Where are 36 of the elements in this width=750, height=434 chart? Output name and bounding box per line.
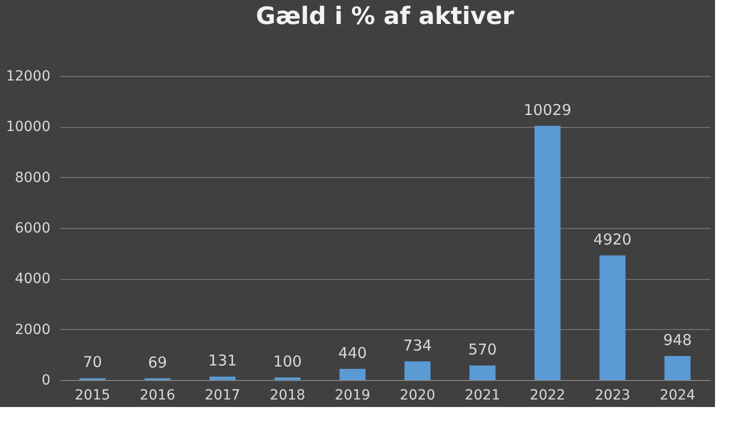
chart-title: Gæld i % af aktiver [256, 2, 514, 30]
data-label: 10029 [524, 100, 572, 119]
y-tick-label: 4000 [14, 271, 50, 288]
data-label: 100 [273, 352, 302, 370]
data-label: 131 [208, 352, 237, 370]
bar [404, 361, 430, 380]
x-tick-label: 2021 [464, 388, 500, 404]
y-tick-label: 10000 [6, 119, 50, 136]
x-tick-label: 2015 [74, 388, 110, 404]
bar [664, 356, 690, 380]
bar [600, 255, 626, 380]
x-tick-label: 2022 [530, 388, 566, 404]
y-tick-label: 8000 [14, 170, 50, 186]
bar [210, 376, 236, 380]
y-tick-label: 2000 [14, 322, 50, 338]
data-label: 570 [468, 340, 497, 359]
bar [340, 368, 366, 380]
y-tick-label: 6000 [14, 220, 50, 236]
x-tick-label: 2016 [140, 388, 176, 404]
x-tick-label: 2018 [270, 388, 306, 404]
data-label: 4920 [593, 230, 632, 248]
bar [274, 377, 300, 380]
x-tick-label: 2023 [594, 388, 630, 404]
data-label: 734 [403, 336, 432, 354]
bar [534, 126, 560, 380]
x-tick-label: 2020 [400, 388, 436, 404]
data-label: 69 [148, 353, 168, 372]
data-label: 948 [663, 330, 692, 349]
data-label: 70 [82, 353, 102, 372]
y-tick-label: 0 [42, 372, 50, 388]
x-tick-label: 2024 [660, 388, 696, 404]
data-label: 440 [338, 344, 367, 362]
x-tick-label: 2019 [334, 388, 370, 404]
bar [470, 366, 496, 380]
x-tick-label: 2017 [204, 388, 240, 404]
y-tick-label: 12000 [6, 68, 50, 84]
